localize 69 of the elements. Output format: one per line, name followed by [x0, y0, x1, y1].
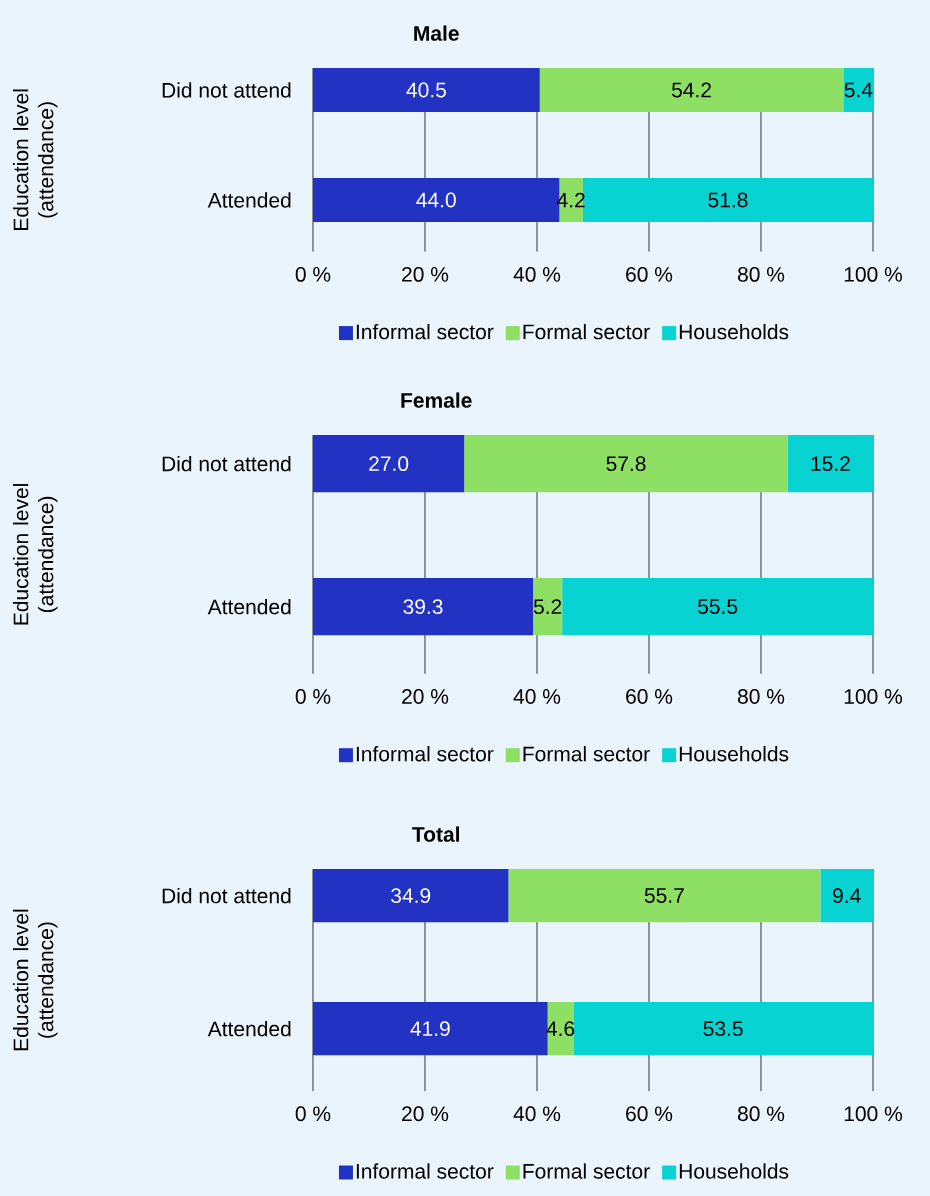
bar: [464, 435, 788, 493]
bar: [787, 435, 873, 493]
y-axis-title: Education level (attendance): [12, 484, 58, 625]
bar: [313, 435, 465, 493]
bar: [539, 68, 844, 113]
legend-label: Informal sector: [356, 746, 494, 762]
bar: [313, 578, 534, 636]
x-tick-label: 80 %: [737, 1106, 785, 1122]
data-label: 57.8: [606, 456, 646, 472]
y-axis-title: Education level (attendance): [12, 89, 58, 230]
x-tick-label: 40 %: [513, 689, 561, 704]
x-tick-label: 60 %: [626, 266, 673, 282]
chart-title: Male: [414, 25, 459, 41]
data-label: 55.7: [644, 888, 684, 903]
bar: [533, 578, 563, 636]
data-label: 51.8: [708, 192, 748, 208]
bar: [562, 578, 873, 636]
chart-title: Total: [412, 826, 460, 842]
x-tick-label: 0 %: [295, 266, 331, 282]
x-tick-label: 60 %: [626, 689, 673, 704]
bar: [573, 1002, 873, 1056]
data-label: 55.5: [698, 599, 738, 614]
legend-label: Informal sector: [356, 1163, 494, 1179]
y-tick-label: Did not attend: [162, 82, 291, 98]
bar: [508, 869, 821, 923]
data-label: 5.4: [844, 82, 873, 98]
legend-label: Formal sector: [523, 746, 650, 762]
y-tick-label: Attended: [207, 598, 291, 615]
y-tick-label: Did not attend: [162, 455, 291, 472]
y-tick-label: Attended: [207, 192, 291, 208]
legend-label: Households: [679, 1163, 789, 1179]
x-tick-label: 20 %: [402, 266, 449, 282]
bar: [313, 869, 509, 923]
x-tick-label: 60 %: [626, 1106, 673, 1122]
data-label: 34.9: [391, 888, 431, 904]
x-tick-label: 80 %: [737, 689, 785, 704]
x-tick-label: 100 %: [844, 266, 902, 282]
data-label: 9.4: [833, 888, 861, 904]
chart-title: Female: [401, 392, 472, 408]
legend-label: Households: [679, 746, 789, 762]
x-tick-label: 100 %: [844, 689, 902, 704]
x-tick-label: 100 %: [844, 1106, 902, 1122]
x-tick-label: 0 %: [295, 689, 331, 704]
legend-label: Households: [679, 323, 789, 340]
data-label: 53.5: [703, 1021, 743, 1037]
bar: [843, 68, 873, 113]
data-label: 40.5: [406, 82, 446, 98]
bar: [313, 1002, 548, 1056]
y-tick-label: Attended: [207, 1020, 291, 1037]
x-tick-label: 20 %: [402, 1106, 449, 1122]
y-axis-title: Education level (attendance): [12, 909, 58, 1051]
bar: [820, 869, 873, 923]
data-label: 44.0: [416, 192, 456, 208]
x-tick-label: 80 %: [737, 266, 785, 282]
data-label: 41.9: [410, 1021, 450, 1037]
legend-label: Formal sector: [523, 1163, 650, 1179]
data-label: 39.3: [403, 599, 443, 615]
data-label: 54.2: [671, 82, 711, 98]
legend-label: Formal sector: [523, 323, 650, 340]
x-tick-label: 20 %: [402, 689, 449, 704]
data-label: 5.2: [533, 599, 562, 615]
x-tick-label: 40 %: [513, 266, 561, 282]
x-tick-label: 40 %: [513, 1106, 561, 1122]
x-tick-label: 0 %: [295, 1106, 331, 1122]
y-tick-label: Did not attend: [162, 887, 291, 904]
legend-label: Informal sector: [356, 323, 494, 340]
data-label: 15.2: [811, 456, 850, 472]
bar: [313, 68, 540, 113]
data-label: 27.0: [369, 456, 409, 472]
